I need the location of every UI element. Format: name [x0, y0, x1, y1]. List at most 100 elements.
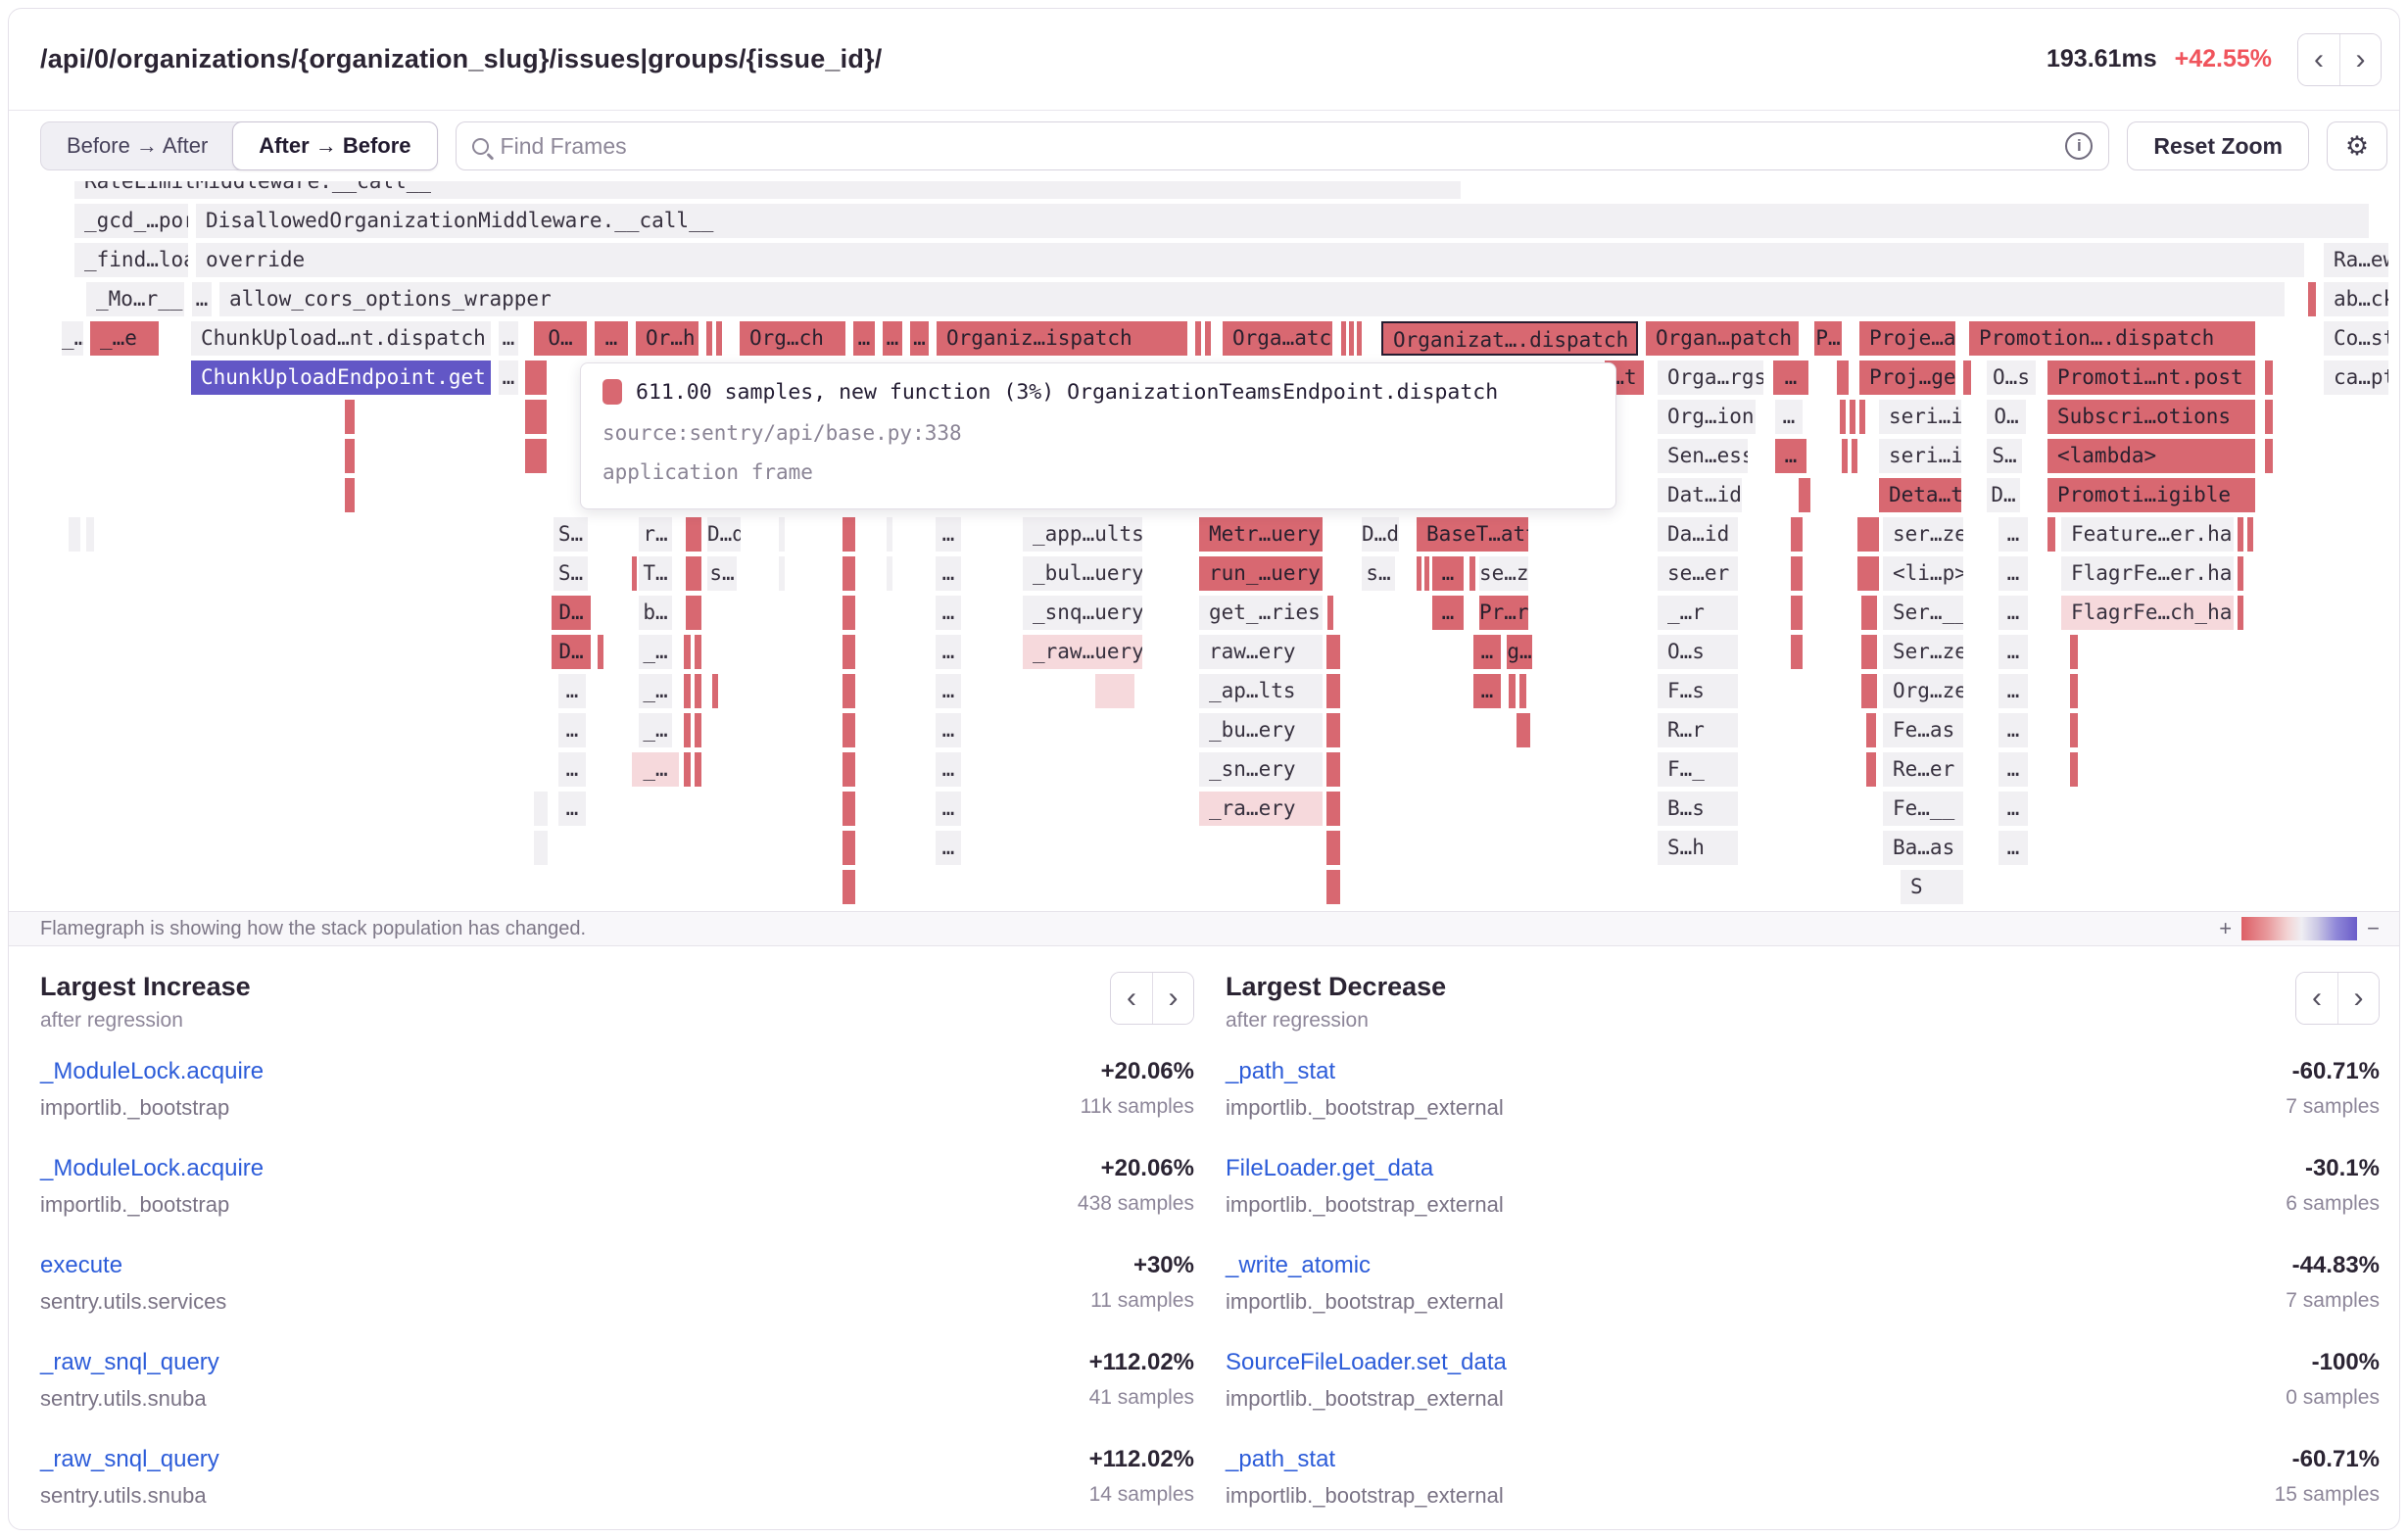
flame-frame[interactable] [2265, 439, 2273, 473]
flame-frame[interactable] [684, 713, 691, 747]
flame-frame[interactable] [69, 517, 80, 552]
gear-icon[interactable]: ⚙ [2327, 121, 2387, 170]
function-link[interactable]: execute [40, 1252, 123, 1278]
flame-frame[interactable]: F…_ [1658, 752, 1738, 787]
flame-frame[interactable]: _bul…uery [1023, 556, 1142, 591]
flame-frame[interactable]: Orga…rgs [1658, 360, 1763, 395]
flame-frame[interactable]: … [910, 321, 929, 356]
flame-frame[interactable]: DisallowedOrganizationMiddleware.__call_… [196, 204, 2369, 238]
flame-frame[interactable]: … [1432, 596, 1464, 630]
flame-frame[interactable] [843, 870, 855, 904]
flame-frame[interactable]: F…s [1658, 674, 1738, 708]
reset-zoom-button[interactable]: Reset Zoom [2127, 121, 2309, 170]
flame-frame[interactable]: D…d [707, 517, 741, 552]
flame-frame[interactable] [1205, 321, 1211, 356]
flame-frame[interactable]: _bu…ery [1199, 713, 1323, 747]
flame-frame[interactable] [1791, 517, 1803, 552]
flame-frame[interactable] [695, 635, 701, 669]
flame-frame[interactable]: <li…p> [1883, 556, 1963, 591]
increase-next-button[interactable]: › [1152, 973, 1193, 1024]
flame-frame[interactable] [2247, 517, 2253, 552]
flame-frame[interactable] [1326, 831, 1340, 865]
flame-frame[interactable] [2047, 517, 2055, 552]
flame-frame[interactable]: O…s [1987, 360, 2036, 395]
flame-frame[interactable] [1327, 596, 1333, 630]
flame-frame[interactable]: … [1999, 752, 2028, 787]
flame-frame[interactable]: … [595, 321, 628, 356]
flame-frame[interactable]: se…er [1658, 556, 1738, 591]
flame-frame[interactable]: S… [554, 517, 588, 552]
flame-frame[interactable]: Co…st [2324, 321, 2388, 356]
info-icon[interactable]: i [2065, 132, 2094, 160]
flame-frame[interactable] [632, 556, 637, 591]
flame-frame[interactable] [1857, 517, 1879, 552]
flame-frame[interactable]: Ser…__ [1883, 596, 1963, 630]
flame-frame[interactable]: Orga…atch [1223, 321, 1332, 356]
flame-frame[interactable]: … [883, 321, 902, 356]
flame-frame[interactable]: S [1901, 870, 1963, 904]
flame-frame[interactable] [1963, 360, 1971, 395]
flame-frame[interactable] [1341, 321, 1346, 356]
flamegraph[interactable]: S… Ba…as S…h…… Fe…__ B…s _ra…ery……… Re…er F…_ _s… [9, 181, 2399, 911]
flame-frame[interactable]: Promotion….dispatch [1969, 321, 2255, 356]
function-link[interactable]: _path_stat [1226, 1446, 1336, 1472]
flame-frame[interactable]: _… [62, 321, 83, 356]
flame-frame[interactable] [684, 674, 691, 708]
function-link[interactable]: FileLoader.get_data [1226, 1155, 1434, 1181]
flame-frame[interactable] [345, 478, 355, 512]
flame-frame[interactable]: Org…ze [1883, 674, 1963, 708]
flame-frame[interactable] [1842, 439, 1848, 473]
flame-frame[interactable] [843, 674, 855, 708]
toggle-after-before[interactable]: After → Before [232, 121, 438, 170]
flame-frame[interactable] [1509, 674, 1516, 708]
flame-frame[interactable] [1861, 596, 1877, 630]
flame-frame[interactable]: Organiz…ispatch [937, 321, 1187, 356]
flame-frame[interactable]: s… [1362, 556, 1395, 591]
flame-frame[interactable]: P… [1814, 321, 1842, 356]
flame-frame[interactable]: … [1473, 674, 1501, 708]
flame-frame[interactable]: FlagrFe…ch_has [2061, 596, 2234, 630]
flame-frame[interactable]: ab…ck [2324, 282, 2388, 316]
flame-frame[interactable]: _gcd_…port [74, 204, 188, 238]
flame-frame[interactable] [1326, 674, 1340, 708]
flame-frame[interactable] [2070, 713, 2078, 747]
flame-frame[interactable]: … [1773, 360, 1808, 395]
flame-frame[interactable] [1791, 596, 1803, 630]
flame-frame[interactable] [695, 674, 701, 708]
flame-frame[interactable] [1326, 635, 1340, 669]
flame-frame[interactable]: Proj…get [1859, 360, 1955, 395]
flame-frame[interactable]: D… [552, 596, 591, 630]
flame-frame[interactable]: _ra…ery [1199, 792, 1323, 826]
flame-frame[interactable]: … [936, 635, 961, 669]
flame-frame[interactable]: override [196, 243, 2304, 277]
flame-frame[interactable]: … [558, 792, 586, 826]
flame-frame[interactable] [86, 517, 94, 552]
prev-transaction-button[interactable]: ‹ [2298, 33, 2339, 85]
flame-frame[interactable]: … [558, 713, 586, 747]
flame-frame[interactable]: … [1999, 596, 2028, 630]
flame-frame[interactable]: O…s [1658, 635, 1738, 669]
flame-frame[interactable]: Org…ion [1658, 400, 1756, 434]
flame-frame[interactable] [1852, 439, 1857, 473]
flame-frame[interactable] [1195, 321, 1201, 356]
flame-frame[interactable]: … [936, 713, 961, 747]
flame-frame[interactable] [1469, 556, 1475, 591]
flame-frame[interactable]: … [936, 517, 961, 552]
flame-frame[interactable] [1850, 400, 1855, 434]
flame-frame[interactable]: run_…uery [1199, 556, 1323, 591]
flame-frame[interactable] [712, 674, 718, 708]
flame-frame[interactable]: Metr…uery [1199, 517, 1323, 552]
flame-frame[interactable]: … [1775, 439, 1806, 473]
flame-frame[interactable]: Ra…ew [2324, 243, 2388, 277]
flame-frame[interactable] [887, 517, 892, 552]
flame-frame[interactable] [686, 596, 701, 630]
flame-frame[interactable]: FlagrFe…er.has [2061, 556, 2234, 591]
flame-frame[interactable] [1859, 400, 1865, 434]
function-link[interactable]: _ModuleLock.acquire [40, 1155, 265, 1181]
flame-frame[interactable] [1799, 478, 1810, 512]
flame-frame[interactable]: _… [639, 713, 672, 747]
flame-frame[interactable] [1840, 400, 1846, 434]
flame-frame[interactable]: seri…ize [1879, 400, 1961, 434]
flame-frame[interactable] [779, 556, 785, 591]
flame-frame[interactable] [1837, 360, 1849, 395]
